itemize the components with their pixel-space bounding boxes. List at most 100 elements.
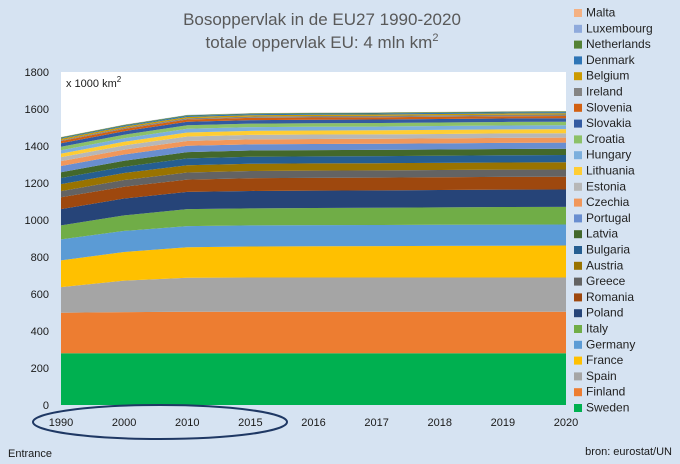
x-tick-label: 1990 xyxy=(49,417,73,429)
legend-label-italy: Italy xyxy=(586,322,608,336)
legend-label-latvia: Latvia xyxy=(586,227,618,241)
legend-label-luxembourg: Luxembourg xyxy=(586,21,653,35)
legend-label-estonia: Estonia xyxy=(586,179,626,193)
x-tick-label: 2000 xyxy=(112,417,136,429)
legend-label-poland: Poland xyxy=(586,306,623,320)
legend-label-ireland: Ireland xyxy=(586,85,623,99)
legend-swatch-czechia xyxy=(574,198,582,207)
legend-label-slovakia: Slovakia xyxy=(586,116,632,130)
legend-swatch-finland xyxy=(574,388,582,397)
y-tick-label: 600 xyxy=(31,289,49,301)
legend-label-austria: Austria xyxy=(586,258,624,272)
legend-swatch-malta xyxy=(574,9,582,17)
area-bulgaria xyxy=(61,155,566,185)
legend-label-bulgaria: Bulgaria xyxy=(586,243,630,257)
area-portugal xyxy=(61,142,566,173)
area-croatia xyxy=(61,121,566,151)
area-spain xyxy=(61,277,566,313)
y-tick-label: 1000 xyxy=(25,215,49,227)
legend-swatch-spain xyxy=(574,372,582,381)
area-lithuania xyxy=(61,129,566,158)
legend-label-spain: Spain xyxy=(586,369,617,383)
legend-swatch-ireland xyxy=(574,88,582,96)
legend-label-finland: Finland xyxy=(586,385,625,399)
y-tick-label: 800 xyxy=(31,252,49,264)
y-tick-label: 200 xyxy=(31,363,49,375)
legend-label-hungary: Hungary xyxy=(586,148,631,162)
legend-swatch-sweden xyxy=(574,404,582,412)
legend-swatch-portugal xyxy=(574,214,582,223)
area-hungary xyxy=(61,125,566,154)
legend-swatch-greece xyxy=(574,277,582,286)
area-greece xyxy=(61,169,566,198)
legend-label-portugal: Portugal xyxy=(586,211,631,225)
area-slovakia xyxy=(61,118,566,147)
legend-swatch-france xyxy=(574,356,582,365)
y-axis: 0 200 400 600 800 1000 1200 1400 1600 1800 xyxy=(25,67,49,412)
y-tick-label: 400 xyxy=(31,326,49,338)
legend-label-slovenia: Slovenia xyxy=(586,100,632,114)
x-axis: 1990 2000 2010 2015 2016 2017 2018 2019 2020 xyxy=(49,417,578,429)
chart-title-line2: totale oppervlak EU: 4 mln km2 xyxy=(206,32,439,52)
legend-swatch-belgium xyxy=(574,72,582,81)
legend-swatch-slovakia xyxy=(574,119,582,128)
legend-swatch-austria xyxy=(574,261,582,270)
unit-label: x 1000 km2 xyxy=(66,75,122,90)
legend-label-romania: Romania xyxy=(586,290,634,304)
legend-swatch-netherlands xyxy=(574,40,582,49)
area-czechia xyxy=(61,137,566,166)
area-sweden xyxy=(61,353,566,405)
legend-label-malta: Malta xyxy=(586,6,616,20)
y-tick-label: 1800 xyxy=(25,67,49,79)
x-tick-label: 2019 xyxy=(491,417,515,429)
legend-label-sweden: Sweden xyxy=(586,401,629,415)
footer-source: bron: eurostat/UN xyxy=(585,446,672,458)
legend-swatch-denmark xyxy=(574,56,582,65)
legend-swatch-poland xyxy=(574,309,582,318)
area-france xyxy=(61,245,566,288)
legend-swatch-bulgaria xyxy=(574,246,582,254)
x-tick-label: 2018 xyxy=(428,417,452,429)
area-series-group xyxy=(61,111,566,405)
legend-label-lithuania: Lithuania xyxy=(586,164,635,178)
y-tick-label: 1600 xyxy=(25,104,49,116)
legend-swatch-romania xyxy=(574,293,582,302)
area-estonia xyxy=(61,133,566,162)
chart-title-line1: Bosoppervlak in de EU27 1990-2020 xyxy=(183,10,461,29)
legend-label-belgium: Belgium xyxy=(586,69,629,83)
area-poland xyxy=(61,189,566,226)
highlight-ellipse xyxy=(32,404,288,440)
legend-label-netherlands: Netherlands xyxy=(586,37,651,51)
area-latvia xyxy=(61,148,566,178)
legend-label-denmark: Denmark xyxy=(586,53,636,67)
legend-swatch-italy xyxy=(574,325,582,333)
legend-swatch-slovenia xyxy=(574,103,582,112)
footer-left-label: Entrance xyxy=(8,448,53,460)
area-italy xyxy=(61,206,566,240)
legend-swatch-germany xyxy=(574,340,582,349)
legend-swatch-hungary xyxy=(574,151,582,160)
x-tick-label: 2016 xyxy=(301,417,325,429)
legend-swatch-croatia xyxy=(574,135,582,144)
legend-label-germany: Germany xyxy=(586,337,635,351)
legend-swatch-lithuania xyxy=(574,167,582,175)
area-romania xyxy=(61,176,566,210)
y-tick-label: 0 xyxy=(43,400,49,412)
area-finland xyxy=(61,311,566,354)
legend-swatch-estonia xyxy=(574,182,582,191)
legend-label-croatia: Croatia xyxy=(586,132,625,146)
y-tick-label: 1400 xyxy=(25,141,49,153)
x-tick-label: 2020 xyxy=(554,417,578,429)
y-tick-label: 1200 xyxy=(25,178,49,190)
legend-label-france: France xyxy=(586,353,624,367)
legend-label-czechia: Czechia xyxy=(586,195,630,209)
x-tick-label: 2015 xyxy=(238,417,262,429)
legend-swatch-latvia xyxy=(574,230,582,239)
legend-label-greece: Greece xyxy=(586,274,626,288)
legend-swatch-luxembourg xyxy=(574,24,582,33)
x-tick-label: 2010 xyxy=(175,417,199,429)
area-austria xyxy=(61,162,566,192)
x-tick-label: 2017 xyxy=(364,417,388,429)
